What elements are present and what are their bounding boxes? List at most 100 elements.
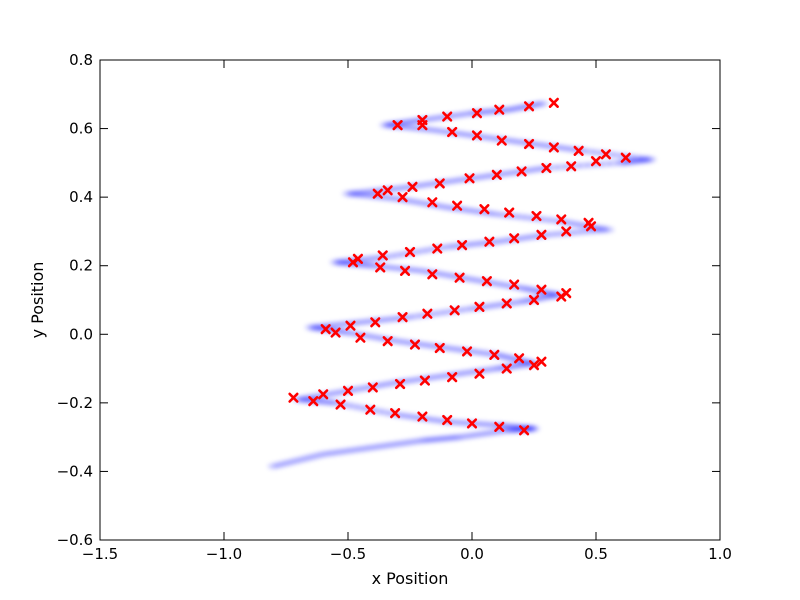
measurement-marker <box>442 414 453 426</box>
measurement-marker <box>489 349 500 360</box>
measurement-marker <box>523 138 535 150</box>
measurement-marker <box>556 291 567 302</box>
measurement-marker <box>501 363 512 374</box>
measurement-marker <box>479 204 490 215</box>
measurement-marker <box>566 161 577 172</box>
x-tick-label: −1.0 <box>206 545 242 563</box>
measurement-marker <box>404 246 416 258</box>
measurement-marker <box>528 294 540 306</box>
measurement-marker <box>509 233 520 244</box>
measurement-marker <box>474 301 485 312</box>
measurement-marker <box>501 298 512 309</box>
measurement-marker <box>536 356 547 367</box>
measurement-marker <box>548 142 559 153</box>
measurement-marker <box>461 346 473 357</box>
y-tick-label: −0.2 <box>57 394 93 412</box>
measurement-marker <box>573 145 584 156</box>
measurement-marker <box>494 421 505 432</box>
measurement-marker <box>407 181 418 192</box>
measurement-marker <box>318 389 329 400</box>
measurement-marker <box>541 162 552 174</box>
axis-ticks: −1.5 −1.0 −0.5 0.0 0.5 1.0 −0.6 −0.4 −0.2 0.0 0.2 0… <box>57 51 732 563</box>
x-tick-label: −0.5 <box>330 545 366 563</box>
measurement-marker <box>518 425 530 436</box>
measurement-marker <box>370 317 381 328</box>
measurement-marker <box>409 339 421 350</box>
y-tick-label: −0.4 <box>57 462 93 480</box>
measurement-marker <box>471 130 483 141</box>
measurement-marker <box>620 152 631 163</box>
measurement-marker <box>471 108 483 119</box>
measurement-marker <box>449 305 460 316</box>
y-tick-label: 0.8 <box>69 51 93 69</box>
measurement-marker <box>308 396 319 407</box>
measurement-marker <box>504 207 515 218</box>
measurement-marker <box>514 353 525 364</box>
plot-frame <box>99 59 721 541</box>
measurement-marker <box>474 368 485 379</box>
measurement-marker <box>481 276 492 287</box>
measurement-marker <box>394 378 406 390</box>
plot-content <box>267 97 657 470</box>
trajectory-point <box>536 100 549 107</box>
x-tick-label: 1.0 <box>708 545 732 563</box>
measurement-marker <box>382 185 393 196</box>
measurement-marker <box>536 284 547 295</box>
measurement-marker <box>496 135 507 146</box>
measurement-marker <box>447 372 458 383</box>
measurement-marker <box>447 126 458 138</box>
y-tick-label: 0.2 <box>69 257 93 275</box>
measurement-marker <box>397 312 408 323</box>
measurement-marker <box>367 382 378 393</box>
measurement-marker <box>365 404 376 415</box>
y-axis-label: y Position <box>28 262 47 339</box>
measurement-marker <box>347 257 359 268</box>
measurement-marker <box>491 169 502 180</box>
measurement-marker <box>494 104 505 115</box>
y-tick-label: 0.4 <box>69 188 93 206</box>
measurement-marker <box>335 399 346 410</box>
measurement-marker <box>531 210 542 222</box>
measurement-marker <box>523 101 535 112</box>
measurement-marker <box>392 120 403 131</box>
measurement-marker <box>556 214 567 225</box>
measurement-marker <box>288 392 299 403</box>
measurement-marker <box>434 342 445 354</box>
y-tick-label: 0.0 <box>69 325 93 343</box>
measurement-marker <box>466 418 478 429</box>
measurement-marker <box>375 262 386 273</box>
measurement-marker <box>422 308 433 319</box>
measurement-marker <box>390 408 401 419</box>
measurement-marker <box>590 156 602 167</box>
measurement-marker <box>427 197 438 208</box>
x-tick-label: 0.5 <box>584 545 608 563</box>
x-tick-label: 0.0 <box>460 545 484 563</box>
measurement-marker <box>516 166 527 177</box>
x-axis-label: x Position <box>372 569 449 588</box>
measurement-marker <box>417 411 428 422</box>
measurement-marker <box>484 236 495 247</box>
measurement-marker <box>397 192 408 203</box>
measurement-marker <box>434 178 445 189</box>
y-tick-label: −0.6 <box>57 531 93 549</box>
measurement-marker <box>509 279 520 290</box>
measurement-marker <box>377 250 388 261</box>
measurement-marker <box>432 243 443 254</box>
measurement-marker <box>419 375 430 386</box>
measurement-marker <box>399 265 411 276</box>
plot-area <box>100 60 720 540</box>
measurement-marker <box>355 332 366 343</box>
measurement-marker <box>548 97 559 108</box>
measurement-series <box>288 97 631 436</box>
measurement-marker <box>320 324 331 335</box>
y-tick-label: 0.6 <box>69 120 93 138</box>
measurement-marker <box>561 226 572 237</box>
measurement-marker <box>342 385 354 396</box>
measurement-marker <box>536 229 547 240</box>
measurement-marker <box>528 360 540 371</box>
measurement-marker <box>372 188 383 199</box>
measurement-marker <box>330 327 341 338</box>
measurement-marker <box>454 272 465 283</box>
measurement-marker <box>427 269 438 280</box>
